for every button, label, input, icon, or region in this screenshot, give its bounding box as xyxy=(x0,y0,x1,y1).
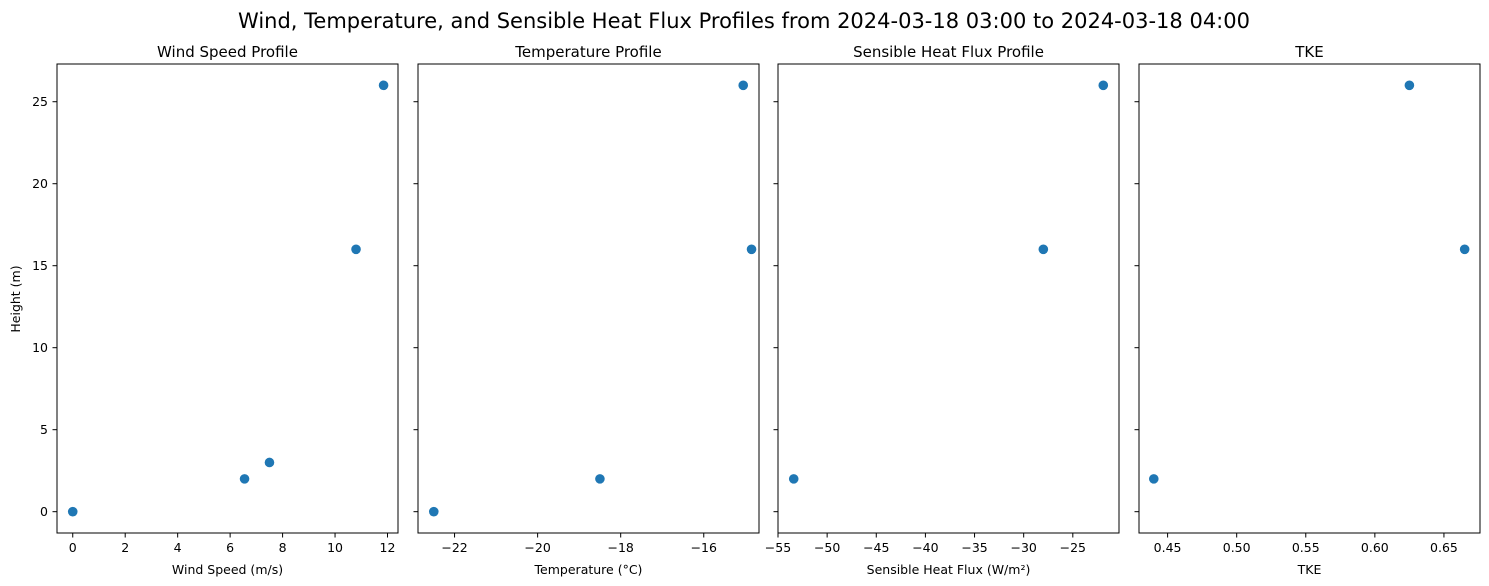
plot-frame xyxy=(1138,63,1481,534)
data-point xyxy=(1459,244,1470,255)
x-axis-label: Sensible Heat Flux (W/m²) xyxy=(867,562,1031,577)
subplot-wind-speed: Wind Speed Profile 0 5 10 15 20 25 0 2 4 6 8 10 12 Win… xyxy=(32,43,399,577)
data-point xyxy=(264,457,275,468)
x-tick-label: −20 xyxy=(524,540,550,555)
x-tick-label: −25 xyxy=(1060,540,1086,555)
x-tick-label: 0.50 xyxy=(1223,540,1251,555)
x-tick-label: 0.55 xyxy=(1292,540,1320,555)
data-point xyxy=(428,506,439,517)
x-tick-label: −35 xyxy=(961,540,987,555)
data-point xyxy=(1148,474,1159,484)
plot-frame xyxy=(777,63,1120,534)
x-tick-label: −22 xyxy=(441,540,467,555)
y-axis-label: Height (m) xyxy=(8,265,23,332)
x-tick-label: 12 xyxy=(380,540,396,555)
x-tick-label: 4 xyxy=(174,540,182,555)
subplot-grid: Wind Speed Profile 0 5 10 15 20 25 0 2 4 6 8 10 12 Win… xyxy=(32,43,1481,577)
plot-frame xyxy=(56,63,399,534)
data-point xyxy=(788,474,799,484)
data-point xyxy=(595,474,605,484)
data-point xyxy=(239,474,250,484)
x-tick-label: −18 xyxy=(607,540,633,555)
y-tick-label: 20 xyxy=(32,176,48,191)
y-tick-label: 10 xyxy=(32,340,48,355)
data-point xyxy=(746,244,757,255)
subplot-title: Sensible Heat Flux Profile xyxy=(853,43,1044,61)
x-axis-label: TKE xyxy=(1297,562,1322,577)
subplot-title: TKE xyxy=(1294,43,1323,61)
x-axis-label: Temperature (°C) xyxy=(534,562,643,577)
data-point xyxy=(738,80,749,91)
data-point xyxy=(351,244,361,255)
x-tick-label: 8 xyxy=(279,540,287,555)
x-tick-label: 0 xyxy=(69,540,77,555)
x-tick-label: 2 xyxy=(121,540,129,555)
x-tick-label: −16 xyxy=(691,540,717,555)
x-tick-label: −50 xyxy=(814,540,840,555)
x-tick-label: −30 xyxy=(1010,540,1036,555)
y-tick-label: 0 xyxy=(40,504,48,519)
x-tick-label: 0.60 xyxy=(1361,540,1389,555)
x-tick-label: −45 xyxy=(863,540,889,555)
plot-frame xyxy=(417,63,760,534)
data-point xyxy=(1038,244,1049,255)
subplot-temperature: Temperature Profile −22 −20 −18 −16 Temperatu… xyxy=(413,43,760,577)
subplot-tke: TKE 0.45 0.50 0.55 0.60 0.65 TKE xyxy=(1134,43,1481,577)
subplot-title: Wind Speed Profile xyxy=(157,43,298,61)
data-point xyxy=(1098,80,1109,91)
data-point xyxy=(67,506,78,517)
subplot-sensible-heat-flux: Sensible Heat Flux Profile −55 −50 −45 −40 −3… xyxy=(765,43,1120,577)
y-tick-label: 5 xyxy=(40,422,48,437)
y-tick-label: 25 xyxy=(32,94,48,109)
figure-title: Wind, Temperature, and Sensible Heat Flu… xyxy=(238,9,1250,33)
x-tick-label: 0.65 xyxy=(1430,540,1458,555)
x-tick-label: −40 xyxy=(912,540,938,555)
x-tick-label: 6 xyxy=(226,540,234,555)
data-point xyxy=(1404,80,1415,91)
x-tick-label: 0.45 xyxy=(1154,540,1182,555)
y-tick-label: 15 xyxy=(32,258,48,273)
x-tick-label: 10 xyxy=(327,540,343,555)
data-point xyxy=(378,80,389,91)
subplot-title: Temperature Profile xyxy=(514,43,661,61)
x-tick-label: −55 xyxy=(765,540,791,555)
x-axis-label: Wind Speed (m/s) xyxy=(172,562,283,577)
